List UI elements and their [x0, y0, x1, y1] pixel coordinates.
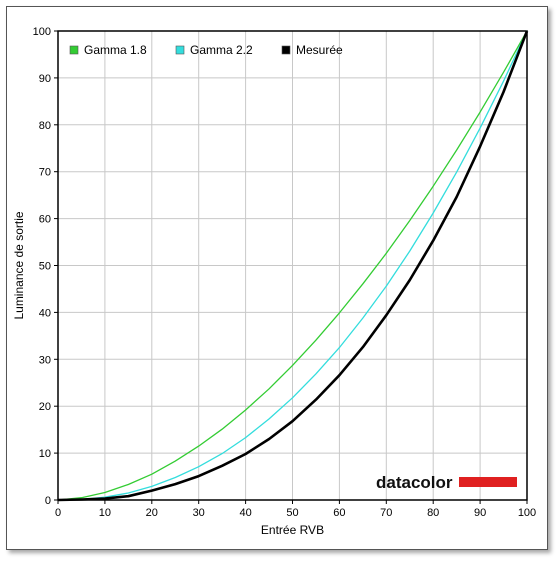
- legend: Gamma 1.8 Gamma 2.2 Mesurée: [69, 43, 343, 57]
- y-tick-label: 20: [39, 401, 51, 413]
- legend-label: Gamma 2.2: [190, 43, 253, 57]
- series-line-3: [57, 30, 529, 502]
- legend-swatch: [69, 45, 79, 55]
- y-tick-label: 40: [39, 307, 51, 319]
- legend-swatch: [281, 45, 291, 55]
- y-tick-label: 70: [39, 167, 51, 179]
- chart-frame: 0 10 20 30 40 50 60 70 80 90 100 0 10 20 30 40 50 60 70 80 9…: [6, 6, 548, 550]
- y-axis-label: Luminance de sortie: [12, 211, 26, 319]
- y-tick-label: 50: [39, 261, 51, 273]
- y-tick-label: 60: [39, 214, 51, 226]
- legend-label: Mesurée: [296, 43, 343, 57]
- datacolor-logo: datacolor: [376, 473, 517, 492]
- y-tick-label: 80: [39, 120, 51, 132]
- y-tick-label: 0: [45, 495, 51, 507]
- series-lines: [57, 30, 529, 502]
- x-tick-label: 70: [380, 507, 392, 519]
- x-tick-label: 10: [99, 507, 111, 519]
- y-tick-label: 10: [39, 448, 51, 460]
- x-tick-label: 20: [146, 507, 158, 519]
- x-tick-label: 50: [286, 507, 298, 519]
- x-tick-label: 30: [193, 507, 205, 519]
- axis-ticks: 0 10 20 30 40 50 60 70 80 90 100 0 10 20 30 40 50 60 70 80 9…: [33, 26, 537, 519]
- grid: [58, 31, 527, 500]
- x-tick-label: 90: [474, 507, 486, 519]
- line-chart: 0 10 20 30 40 50 60 70 80 90 100 0 10 20 30 40 50 60 70 80 9…: [12, 26, 537, 537]
- x-tick-label: 80: [427, 507, 439, 519]
- x-tick-label: 0: [55, 507, 61, 519]
- y-tick-label: 100: [33, 26, 51, 38]
- x-tick-label: 100: [518, 507, 536, 519]
- y-tick-label: 90: [39, 73, 51, 85]
- series-line-2: [57, 30, 528, 501]
- brand-bar: [459, 477, 517, 487]
- legend-swatch: [175, 45, 185, 55]
- x-axis-label: Entrée RVB: [261, 523, 324, 537]
- series-line-1: [57, 30, 528, 501]
- x-tick-label: 60: [333, 507, 345, 519]
- legend-label: Gamma 1.8: [84, 43, 147, 57]
- x-tick-label: 40: [239, 507, 251, 519]
- y-tick-label: 30: [39, 354, 51, 366]
- brand-name: datacolor: [376, 473, 453, 492]
